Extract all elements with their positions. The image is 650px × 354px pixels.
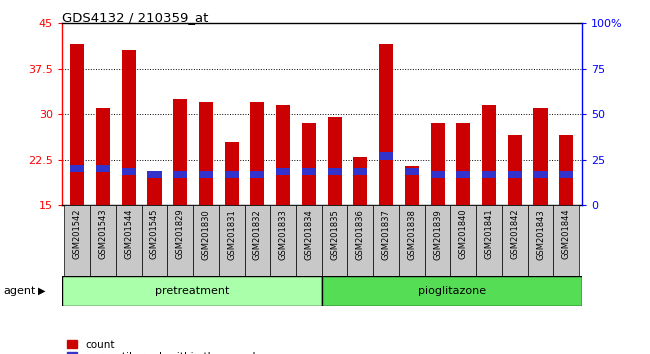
Bar: [559, 171, 573, 178]
Text: GSM201831: GSM201831: [227, 209, 236, 259]
Bar: [96, 108, 110, 205]
FancyBboxPatch shape: [322, 205, 348, 276]
Bar: [70, 44, 84, 205]
Text: GSM201835: GSM201835: [330, 209, 339, 259]
Text: pretreatment: pretreatment: [155, 286, 229, 296]
Bar: [379, 44, 393, 205]
Bar: [122, 50, 136, 205]
Bar: [482, 171, 496, 178]
FancyBboxPatch shape: [528, 205, 553, 276]
FancyBboxPatch shape: [424, 205, 450, 276]
Bar: [405, 166, 419, 205]
Bar: [199, 171, 213, 178]
Bar: [534, 171, 548, 178]
Bar: [250, 102, 265, 205]
FancyBboxPatch shape: [322, 276, 582, 306]
Text: GSM201838: GSM201838: [408, 209, 417, 260]
FancyBboxPatch shape: [476, 205, 502, 276]
FancyBboxPatch shape: [244, 205, 270, 276]
FancyBboxPatch shape: [219, 205, 244, 276]
Bar: [328, 168, 342, 175]
FancyBboxPatch shape: [193, 205, 219, 276]
Bar: [354, 168, 367, 175]
Text: GSM201830: GSM201830: [202, 209, 211, 259]
Bar: [122, 168, 136, 175]
Legend: count, percentile rank within the sample: count, percentile rank within the sample: [67, 340, 261, 354]
FancyBboxPatch shape: [90, 205, 116, 276]
Text: ▶: ▶: [38, 286, 46, 296]
FancyBboxPatch shape: [167, 205, 193, 276]
Text: GSM201544: GSM201544: [124, 209, 133, 259]
Bar: [456, 171, 471, 178]
Bar: [96, 165, 110, 172]
Text: GSM201837: GSM201837: [382, 209, 391, 260]
Text: GSM201829: GSM201829: [176, 209, 185, 259]
Bar: [379, 153, 393, 160]
Text: GSM201545: GSM201545: [150, 209, 159, 259]
Bar: [224, 142, 239, 205]
Text: GSM201543: GSM201543: [98, 209, 107, 259]
Bar: [559, 136, 573, 205]
Bar: [224, 171, 239, 178]
Bar: [302, 123, 316, 205]
Bar: [173, 99, 187, 205]
Bar: [508, 171, 522, 178]
Text: GSM201840: GSM201840: [459, 209, 468, 259]
Bar: [199, 102, 213, 205]
FancyBboxPatch shape: [502, 205, 528, 276]
FancyBboxPatch shape: [399, 205, 424, 276]
Bar: [456, 123, 471, 205]
Bar: [482, 105, 496, 205]
FancyBboxPatch shape: [64, 205, 90, 276]
Bar: [508, 136, 522, 205]
Text: GSM201843: GSM201843: [536, 209, 545, 259]
FancyBboxPatch shape: [296, 205, 322, 276]
Bar: [276, 168, 290, 175]
Text: GSM201836: GSM201836: [356, 209, 365, 260]
Bar: [276, 105, 290, 205]
Bar: [250, 171, 265, 178]
Text: GSM201841: GSM201841: [485, 209, 493, 259]
Bar: [70, 165, 84, 172]
Bar: [430, 123, 445, 205]
Bar: [534, 108, 548, 205]
Text: agent: agent: [3, 286, 36, 296]
FancyBboxPatch shape: [450, 205, 476, 276]
FancyBboxPatch shape: [348, 205, 373, 276]
Bar: [430, 171, 445, 178]
Bar: [405, 168, 419, 175]
Bar: [148, 172, 161, 205]
Text: GSM201833: GSM201833: [279, 209, 288, 260]
FancyBboxPatch shape: [553, 205, 579, 276]
Text: GSM201839: GSM201839: [433, 209, 442, 259]
Bar: [354, 157, 367, 205]
Bar: [173, 171, 187, 178]
Text: GSM201542: GSM201542: [73, 209, 82, 259]
Bar: [328, 117, 342, 205]
FancyBboxPatch shape: [142, 205, 167, 276]
Text: GSM201842: GSM201842: [510, 209, 519, 259]
Text: GSM201844: GSM201844: [562, 209, 571, 259]
FancyBboxPatch shape: [270, 205, 296, 276]
Text: GSM201834: GSM201834: [304, 209, 313, 259]
Bar: [148, 171, 161, 178]
Text: GDS4132 / 210359_at: GDS4132 / 210359_at: [62, 11, 208, 24]
FancyBboxPatch shape: [373, 205, 399, 276]
Text: GSM201832: GSM201832: [253, 209, 262, 259]
FancyBboxPatch shape: [62, 276, 322, 306]
FancyBboxPatch shape: [116, 205, 142, 276]
Text: pioglitazone: pioglitazone: [418, 286, 486, 296]
Bar: [302, 168, 316, 175]
